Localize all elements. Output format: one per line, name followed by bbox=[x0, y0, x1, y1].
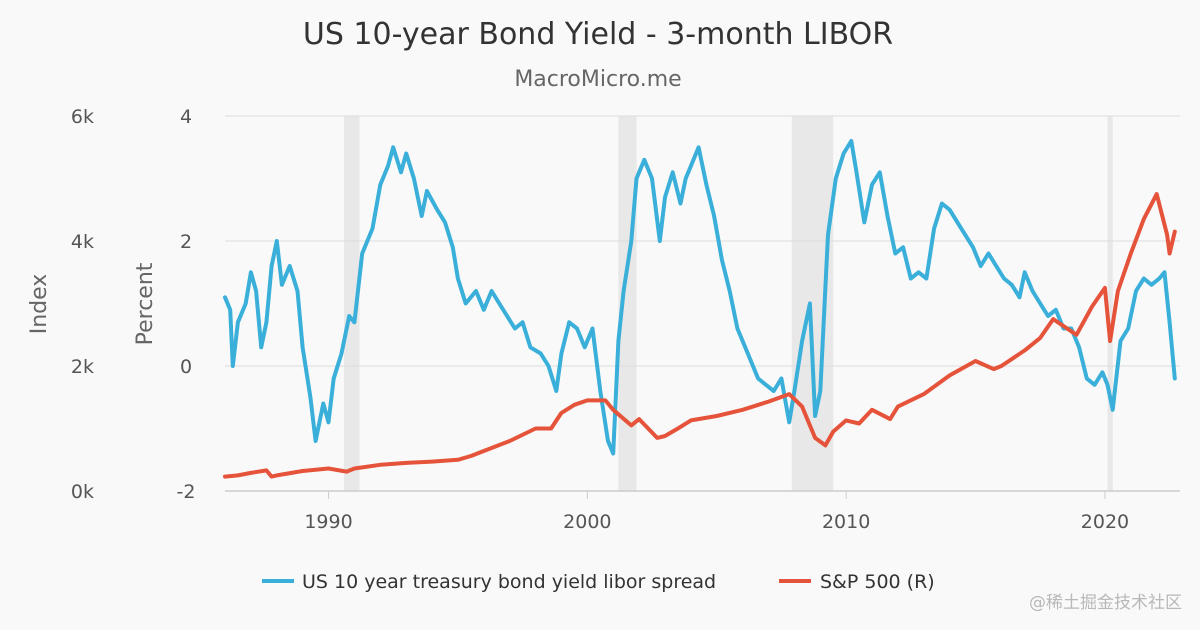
x-tick-label-3: 2020 bbox=[1081, 511, 1129, 533]
index-tick-label-2: 4k bbox=[71, 231, 94, 253]
grid-lines bbox=[225, 115, 1180, 492]
legend-item-sp500[interactable]: S&P 500 (R) bbox=[779, 571, 935, 593]
series-line-1 bbox=[223, 192, 1177, 479]
recession-shading bbox=[344, 116, 1113, 491]
chart-title: US 10-year Bond Yield - 3-month LIBOR bbox=[303, 17, 893, 52]
left-tick-label-3: 4 bbox=[180, 106, 192, 128]
legend: US 10 year treasury bond yield libor spr… bbox=[262, 571, 935, 593]
legend-item-spread[interactable]: US 10 year treasury bond yield libor spr… bbox=[262, 571, 716, 593]
left-axis-ticks: -2 0 2 4 bbox=[177, 106, 196, 503]
index-tick-label-0: 0k bbox=[71, 481, 94, 503]
legend-label-sp500: S&P 500 (R) bbox=[820, 571, 935, 593]
series-line-0 bbox=[223, 139, 1177, 456]
left-tick-label-0: -2 bbox=[177, 481, 196, 503]
left-tick-label-1: 0 bbox=[180, 356, 192, 378]
index-axis-title: Index bbox=[27, 274, 52, 335]
series-lines bbox=[223, 139, 1177, 479]
x-tick-label-0: 1990 bbox=[304, 511, 352, 533]
recession-band-0 bbox=[344, 116, 360, 491]
x-tick-label-2: 2010 bbox=[822, 511, 870, 533]
index-axis-ticks: 0k 2k 4k 6k bbox=[71, 106, 94, 503]
x-tick-label-1: 2000 bbox=[563, 511, 611, 533]
index-tick-label-1: 2k bbox=[71, 356, 94, 378]
legend-label-spread: US 10 year treasury bond yield libor spr… bbox=[302, 571, 716, 593]
left-axis-title: Percent bbox=[133, 262, 158, 345]
x-axis-ticks: 1990 2000 2010 2020 bbox=[304, 491, 1129, 533]
chart-subtitle: MacroMicro.me bbox=[514, 67, 681, 92]
watermark-text: @稀土掘金技术社区 bbox=[1029, 593, 1182, 613]
index-tick-label-3: 6k bbox=[71, 106, 94, 128]
left-tick-label-2: 2 bbox=[180, 231, 192, 253]
recession-band-3 bbox=[1107, 116, 1113, 491]
